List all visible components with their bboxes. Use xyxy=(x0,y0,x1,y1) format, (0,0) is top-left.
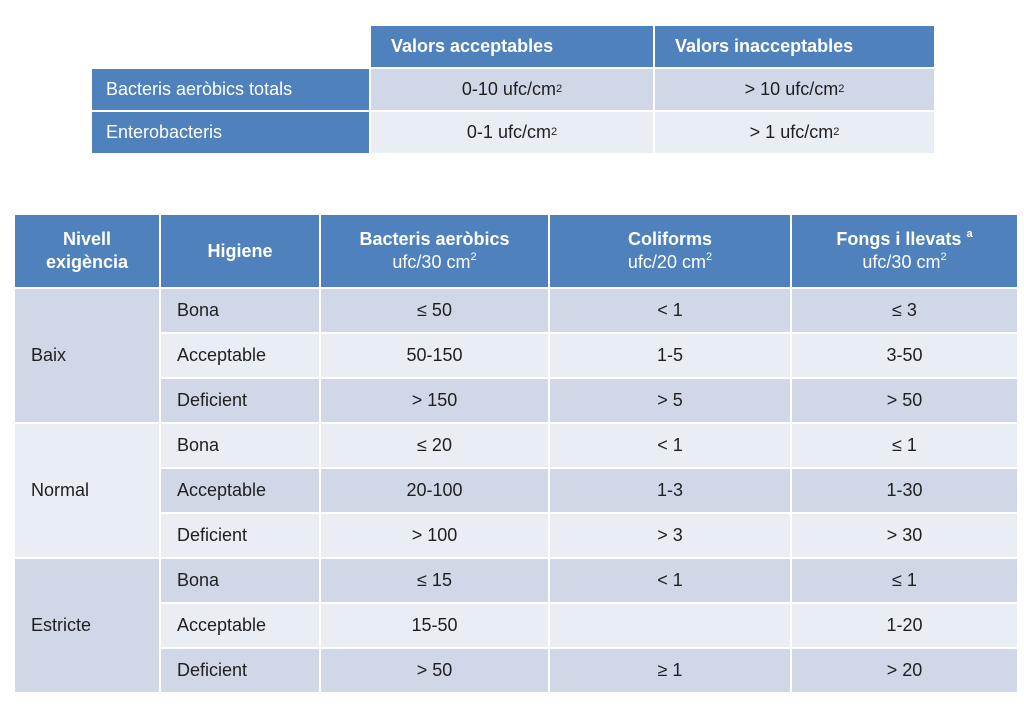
table2-header-row: Nivell exigència Higiene Bacteris aeròbi… xyxy=(15,215,1017,287)
table1-cell-acceptable: 0-1 ufc/cm 2 xyxy=(371,112,653,153)
hygiene-levels-table: Nivell exigència Higiene Bacteris aeròbi… xyxy=(15,215,1017,694)
table1-header-unacceptable: Valors inacceptables xyxy=(655,26,934,67)
fungi-cell: 3-50 xyxy=(792,334,1017,377)
fungi-cell: > 30 xyxy=(792,514,1017,557)
hygiene-cell: Deficient xyxy=(161,379,319,422)
aerobic-cell: > 50 xyxy=(321,649,548,692)
coliforms-cell: < 1 xyxy=(550,559,790,602)
table1-cell-unacceptable: > 10 ufc/cm 2 xyxy=(655,69,934,110)
header-coliforms: Coliforms ufc/20 cm2 xyxy=(550,215,790,287)
fungi-cell: 1-20 xyxy=(792,604,1017,647)
header-fungi: Fongs i llevats a ufc/30 cm2 xyxy=(792,215,1017,287)
coliforms-cell: > 5 xyxy=(550,379,790,422)
hygiene-cell: Acceptable xyxy=(161,334,319,377)
coliforms-cell: < 1 xyxy=(550,289,790,332)
table1-header-acceptable: Valors acceptables xyxy=(371,26,653,67)
header-aerobic: Bacteris aeròbics ufc/30 cm2 xyxy=(321,215,548,287)
coliforms-cell xyxy=(550,604,790,647)
fungi-cell: ≤ 1 xyxy=(792,424,1017,467)
aerobic-cell: ≤ 15 xyxy=(321,559,548,602)
level-group-baix: Baix Bona ≤ 50 < 1 ≤ 3 Acceptable 50-150… xyxy=(15,289,1017,422)
table1-row-label: Bacteris aeròbics totals xyxy=(92,69,369,110)
table-row: Bona ≤ 50 < 1 ≤ 3 xyxy=(161,289,1017,332)
table1-row-label: Enterobacteris xyxy=(92,112,369,153)
table1-header-row: Valors acceptables Valors inacceptables xyxy=(92,26,934,67)
coliforms-cell: 1-5 xyxy=(550,334,790,377)
coliforms-cell: ≥ 1 xyxy=(550,649,790,692)
aerobic-cell: 50-150 xyxy=(321,334,548,377)
aerobic-cell: ≤ 20 xyxy=(321,424,548,467)
table1-cell-unacceptable: > 1 ufc/cm 2 xyxy=(655,112,934,153)
hygiene-cell: Deficient xyxy=(161,649,319,692)
table1-corner-cell xyxy=(92,26,369,67)
hygiene-cell: Acceptable xyxy=(161,469,319,512)
aerobic-cell: ≤ 50 xyxy=(321,289,548,332)
level-group-estricte: Estricte Bona ≤ 15 < 1 ≤ 1 Acceptable 15… xyxy=(15,559,1017,692)
level-label: Estricte xyxy=(15,559,159,692)
hygiene-cell: Bona xyxy=(161,289,319,332)
header-level: Nivell exigència xyxy=(15,215,159,287)
table1-row: Enterobacteris 0-1 ufc/cm 2 > 1 ufc/cm 2 xyxy=(92,112,934,153)
aerobic-cell: 15-50 xyxy=(321,604,548,647)
table-row: Deficient > 50 ≥ 1 > 20 xyxy=(161,649,1017,692)
hygiene-cell: Acceptable xyxy=(161,604,319,647)
level-label: Normal xyxy=(15,424,159,557)
table-row: Deficient > 150 > 5 > 50 xyxy=(161,379,1017,422)
fungi-cell: ≤ 3 xyxy=(792,289,1017,332)
coliforms-cell: > 3 xyxy=(550,514,790,557)
acceptance-limits-table: Valors acceptables Valors inacceptables … xyxy=(92,26,934,153)
coliforms-cell: < 1 xyxy=(550,424,790,467)
fungi-cell: 1-30 xyxy=(792,469,1017,512)
fungi-cell: ≤ 1 xyxy=(792,559,1017,602)
hygiene-cell: Deficient xyxy=(161,514,319,557)
level-label: Baix xyxy=(15,289,159,422)
hygiene-cell: Bona xyxy=(161,424,319,467)
table-row: Deficient > 100 > 3 > 30 xyxy=(161,514,1017,557)
aerobic-cell: > 150 xyxy=(321,379,548,422)
hygiene-cell: Bona xyxy=(161,559,319,602)
table-row: Bona ≤ 20 < 1 ≤ 1 xyxy=(161,424,1017,467)
header-hygiene: Higiene xyxy=(161,215,319,287)
aerobic-cell: 20-100 xyxy=(321,469,548,512)
table-row: Acceptable 50-150 1-5 3-50 xyxy=(161,334,1017,377)
fungi-cell: > 20 xyxy=(792,649,1017,692)
table1-row: Bacteris aeròbics totals 0-10 ufc/cm 2 > … xyxy=(92,69,934,110)
table-row: Acceptable 20-100 1-3 1-30 xyxy=(161,469,1017,512)
table-row: Bona ≤ 15 < 1 ≤ 1 xyxy=(161,559,1017,602)
table1-cell-acceptable: 0-10 ufc/cm 2 xyxy=(371,69,653,110)
table-row: Acceptable 15-50 1-20 xyxy=(161,604,1017,647)
fungi-cell: > 50 xyxy=(792,379,1017,422)
coliforms-cell: 1-3 xyxy=(550,469,790,512)
level-group-normal: Normal Bona ≤ 20 < 1 ≤ 1 Acceptable 20-1… xyxy=(15,424,1017,557)
aerobic-cell: > 100 xyxy=(321,514,548,557)
